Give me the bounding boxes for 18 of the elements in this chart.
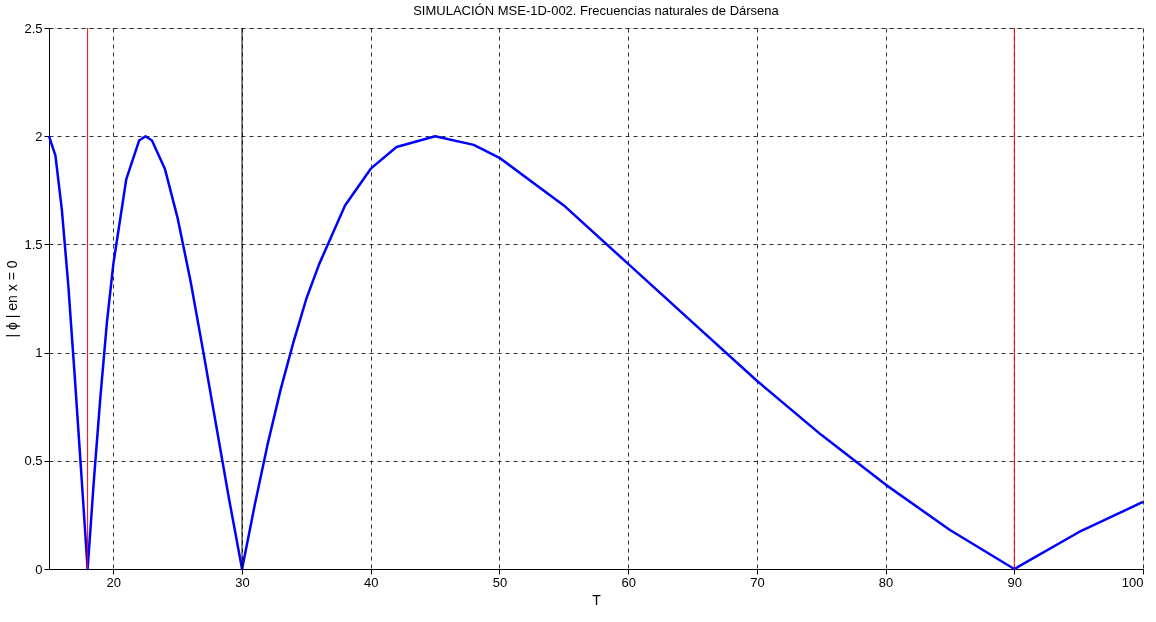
x-tick-label: 50 <box>492 574 508 590</box>
y-tick-label: 2.5 <box>24 20 43 36</box>
x-tick-label: 100 <box>1121 574 1144 590</box>
x-tick-label: 40 <box>364 574 379 590</box>
y-tick-label: 0 <box>35 561 43 577</box>
chart-title: SIMULACIÓN MSE-1D-002. Frecuencias naturales de Dársena <box>413 3 780 18</box>
x-tick-label: 90 <box>1007 574 1023 590</box>
x-tick-label: 60 <box>621 574 636 590</box>
y-axis-title: | ϕ | en x = 0 <box>4 260 21 338</box>
x-tick-label: 20 <box>106 574 122 590</box>
y-tick-label: 1.5 <box>24 236 43 252</box>
y-tick-label: 2 <box>35 128 43 144</box>
y-tick-label: 0.5 <box>24 453 43 469</box>
y-tick-label: 1 <box>35 345 43 361</box>
x-tick-label: 70 <box>750 574 765 590</box>
x-tick-label: 80 <box>878 574 894 590</box>
x-tick-label: 30 <box>235 574 250 590</box>
x-axis-title: T <box>592 591 602 608</box>
